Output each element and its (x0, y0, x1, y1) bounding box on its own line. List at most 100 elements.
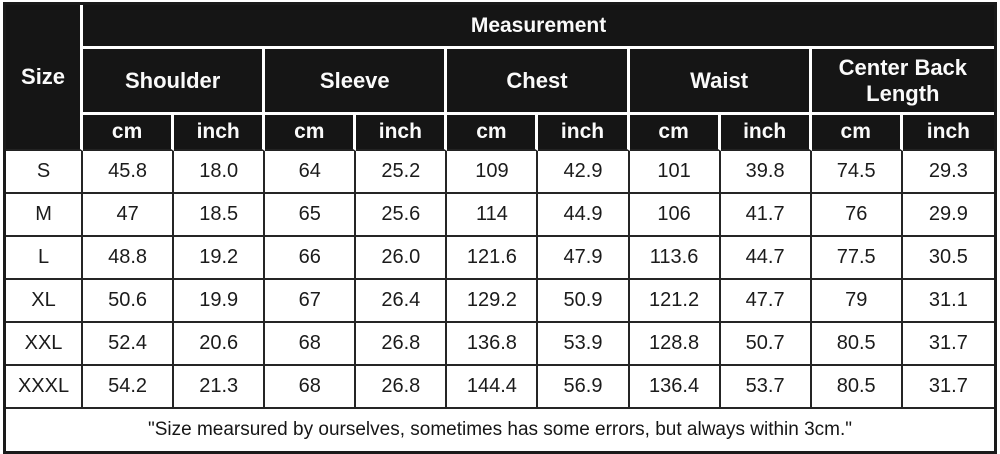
value-cell: 50.6 (83, 280, 175, 323)
value-cell: 66 (265, 237, 357, 280)
unit-header: cm (629, 115, 721, 151)
value-cell: 144.4 (447, 366, 539, 409)
value-cell: 44.9 (538, 194, 630, 237)
value-cell: 53.9 (538, 323, 630, 366)
value-cell: 121.6 (447, 237, 539, 280)
value-cell: 50.9 (538, 280, 630, 323)
unit-header: inch (902, 115, 994, 151)
table-body: S 45.8 18.0 64 25.2 109 42.9 101 39.8 74… (6, 151, 994, 409)
value-cell: 113.6 (629, 237, 721, 280)
table-row-l: L 48.8 19.2 66 26.0 121.6 47.9 113.6 44.… (6, 237, 994, 280)
value-cell: 26.8 (356, 323, 448, 366)
value-cell: 53.7 (720, 366, 812, 409)
size-chart-frame: Size Measurement Shoulder Sleeve Chest W… (3, 2, 997, 454)
value-cell: 31.7 (902, 323, 994, 366)
value-cell: 26.8 (356, 366, 448, 409)
category-header-sleeve: Sleeve (265, 49, 448, 115)
table-row-xl: XL 50.6 19.9 67 26.4 129.2 50.9 121.2 47… (6, 280, 994, 323)
value-cell: 114 (447, 194, 539, 237)
value-cell: 47.7 (720, 280, 812, 323)
value-cell: 65 (265, 194, 357, 237)
value-cell: 18.5 (174, 194, 266, 237)
value-cell: 26.0 (356, 237, 448, 280)
value-cell: 80.5 (811, 323, 903, 366)
value-cell: 47.9 (538, 237, 630, 280)
measurement-header: Measurement (83, 5, 994, 49)
value-cell: 76 (811, 194, 903, 237)
value-cell: 19.9 (174, 280, 266, 323)
value-cell: 80.5 (811, 366, 903, 409)
value-cell: 68 (265, 323, 357, 366)
row-size-label: S (6, 151, 84, 194)
size-chart-table: Size Measurement Shoulder Sleeve Chest W… (6, 5, 994, 451)
value-cell: 45.8 (83, 151, 175, 194)
value-cell: 121.2 (629, 280, 721, 323)
value-cell: 64 (265, 151, 357, 194)
unit-header: cm (265, 115, 357, 151)
value-cell: 31.1 (902, 280, 994, 323)
unit-header: inch (538, 115, 630, 151)
size-column-header: Size (6, 5, 84, 151)
category-header-waist: Waist (629, 49, 812, 115)
value-cell: 74.5 (811, 151, 903, 194)
value-cell: 29.9 (902, 194, 994, 237)
value-cell: 44.7 (720, 237, 812, 280)
table-row-s: S 45.8 18.0 64 25.2 109 42.9 101 39.8 74… (6, 151, 994, 194)
table-row-xxxl: XXXL 54.2 21.3 68 26.8 144.4 56.9 136.4 … (6, 366, 994, 409)
table-footer: "Size mearsured by ourselves, sometimes … (6, 409, 994, 451)
row-size-label: XL (6, 280, 84, 323)
disclaimer-row: "Size mearsured by ourselves, sometimes … (6, 409, 994, 451)
value-cell: 54.2 (83, 366, 175, 409)
table-row-m: M 47 18.5 65 25.6 114 44.9 106 41.7 76 2… (6, 194, 994, 237)
unit-header: cm (83, 115, 175, 151)
value-cell: 25.6 (356, 194, 448, 237)
value-cell: 67 (265, 280, 357, 323)
value-cell: 18.0 (174, 151, 266, 194)
value-cell: 56.9 (538, 366, 630, 409)
table-header: Size Measurement Shoulder Sleeve Chest W… (6, 5, 994, 151)
value-cell: 19.2 (174, 237, 266, 280)
value-cell: 21.3 (174, 366, 266, 409)
value-cell: 136.4 (629, 366, 721, 409)
value-cell: 128.8 (629, 323, 721, 366)
row-size-label: M (6, 194, 84, 237)
value-cell: 26.4 (356, 280, 448, 323)
value-cell: 25.2 (356, 151, 448, 194)
unit-header: inch (720, 115, 812, 151)
value-cell: 106 (629, 194, 721, 237)
unit-header: inch (356, 115, 448, 151)
value-cell: 30.5 (902, 237, 994, 280)
value-cell: 47 (83, 194, 175, 237)
category-header-row: Shoulder Sleeve Chest Waist Center Back … (6, 49, 994, 115)
value-cell: 77.5 (811, 237, 903, 280)
value-cell: 29.3 (902, 151, 994, 194)
unit-header: cm (811, 115, 903, 151)
category-header-chest: Chest (447, 49, 630, 115)
unit-header: cm (447, 115, 539, 151)
unit-header: inch (174, 115, 266, 151)
value-cell: 129.2 (447, 280, 539, 323)
value-cell: 68 (265, 366, 357, 409)
row-size-label: XXXL (6, 366, 84, 409)
value-cell: 101 (629, 151, 721, 194)
value-cell: 31.7 (902, 366, 994, 409)
value-cell: 136.8 (447, 323, 539, 366)
value-cell: 48.8 (83, 237, 175, 280)
value-cell: 50.7 (720, 323, 812, 366)
value-cell: 109 (447, 151, 539, 194)
value-cell: 20.6 (174, 323, 266, 366)
disclaimer-text: "Size mearsured by ourselves, sometimes … (6, 409, 994, 451)
table-row-xxl: XXL 52.4 20.6 68 26.8 136.8 53.9 128.8 5… (6, 323, 994, 366)
value-cell: 79 (811, 280, 903, 323)
value-cell: 39.8 (720, 151, 812, 194)
value-cell: 41.7 (720, 194, 812, 237)
category-header-shoulder: Shoulder (83, 49, 266, 115)
measurement-header-row: Size Measurement (6, 5, 994, 151)
value-cell: 42.9 (538, 151, 630, 194)
units-header-row: cm inch cm inch cm inch cm inch cm inch (6, 115, 994, 151)
row-size-label: L (6, 237, 84, 280)
row-size-label: XXL (6, 323, 84, 366)
value-cell: 52.4 (83, 323, 175, 366)
category-header-center-back-length: Center Back Length (811, 49, 994, 115)
